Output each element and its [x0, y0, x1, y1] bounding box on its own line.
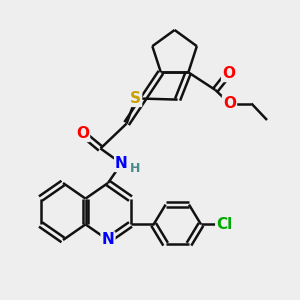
- Text: O: O: [222, 66, 235, 81]
- Text: N: N: [102, 232, 114, 247]
- Text: H: H: [130, 162, 140, 176]
- Text: O: O: [76, 126, 89, 141]
- Text: S: S: [130, 91, 141, 106]
- Text: Cl: Cl: [216, 217, 232, 232]
- Text: O: O: [223, 96, 236, 111]
- Text: N: N: [115, 156, 128, 171]
